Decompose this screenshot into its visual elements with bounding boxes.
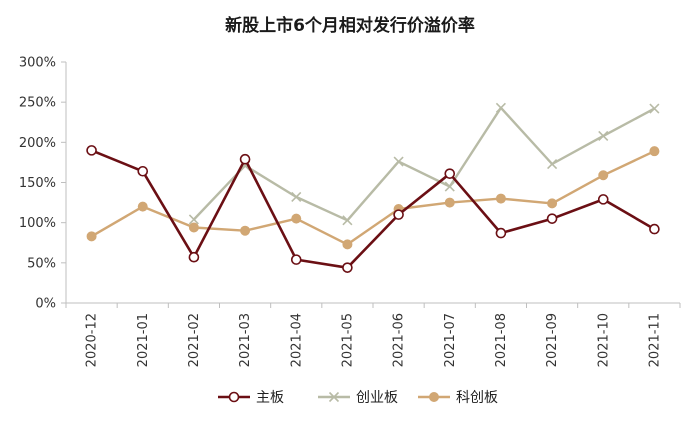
point-1-9 [547,158,558,170]
legend-item-2: 科创板 [418,390,498,406]
legend-label: 主板 [256,390,284,406]
x-tick-label: 2021-09 [545,313,560,367]
point-0-3 [239,153,251,165]
legend-label: 创业板 [356,390,398,406]
point-0-2 [188,251,200,263]
point-0-9 [546,213,558,224]
point-2-8 [495,193,506,204]
point-2-10 [598,170,609,181]
point-2-1 [137,201,148,212]
y-tick-label: 0% [35,297,56,312]
point-legend-2 [429,392,439,402]
series-1 [188,102,660,226]
point-1-7 [444,181,455,192]
y-tick-label: 200% [19,136,56,151]
axes: 0% 50% 100% 150% 200% 250% 300% 2020-12 2021-01 2… [19,56,681,367]
point-1-4 [291,191,302,203]
legend-item-0: 主板 [218,390,284,406]
series-line-1 [193,106,655,222]
y-tick-label: 100% [19,216,56,231]
point-1-8 [495,102,506,113]
x-tick-label: 2021-01 [136,313,151,367]
y-tick-label: 250% [19,96,56,111]
x-tick-label: 2021-06 [392,313,407,367]
point-0-5 [342,262,353,273]
point-1-2 [188,214,199,225]
point-2-5 [342,239,353,250]
point-2-3 [240,225,251,236]
point-1-6 [393,156,404,167]
series-line-2 [90,150,655,246]
point-0-8 [495,227,507,239]
series-0 [86,145,660,273]
point-2-11 [649,146,660,157]
legend: 主板 创业板 科创板 [218,390,498,406]
x-tick-label: 2020-12 [85,313,100,367]
point-2-2 [188,222,199,233]
series-line-0 [91,149,656,269]
point-2-4 [291,213,302,224]
x-tick-label: 2021-11 [647,313,662,367]
x-tick-label: 2021-05 [340,313,355,367]
point-0-10 [597,194,609,205]
point-1-10 [598,130,609,141]
x-tick-label: 2021-10 [596,313,611,367]
y-tick-label: 150% [19,176,56,191]
series-layer [86,102,660,273]
series-2 [86,146,660,250]
y-tick-label: 300% [19,56,56,71]
point-2-9 [547,198,558,209]
point-0-4 [290,254,302,265]
x-tick-label: 2021-04 [289,313,304,367]
point-2-0 [86,231,97,242]
x-tick-label: 2021-03 [238,313,253,367]
point-0-6 [393,209,404,220]
point-0-1 [137,165,149,177]
point-1-5 [342,215,353,226]
x-tick-label: 2021-08 [494,313,509,367]
chart-title: 新股上市6个月相对发行价溢价率 [225,15,475,36]
point-2-7 [444,197,455,208]
point-legend-1 [328,391,340,403]
legend-label: 科创板 [456,390,498,406]
y-tick-label: 50% [27,256,56,271]
point-0-0 [86,145,97,156]
x-tick-label: 2021-02 [187,313,202,367]
x-tick-label: 2021-07 [443,313,458,367]
legend-item-1: 创业板 [318,390,398,406]
point-legend-0 [228,391,240,403]
point-0-11 [649,223,660,235]
point-1-11 [649,103,660,114]
point-0-7 [444,168,456,179]
